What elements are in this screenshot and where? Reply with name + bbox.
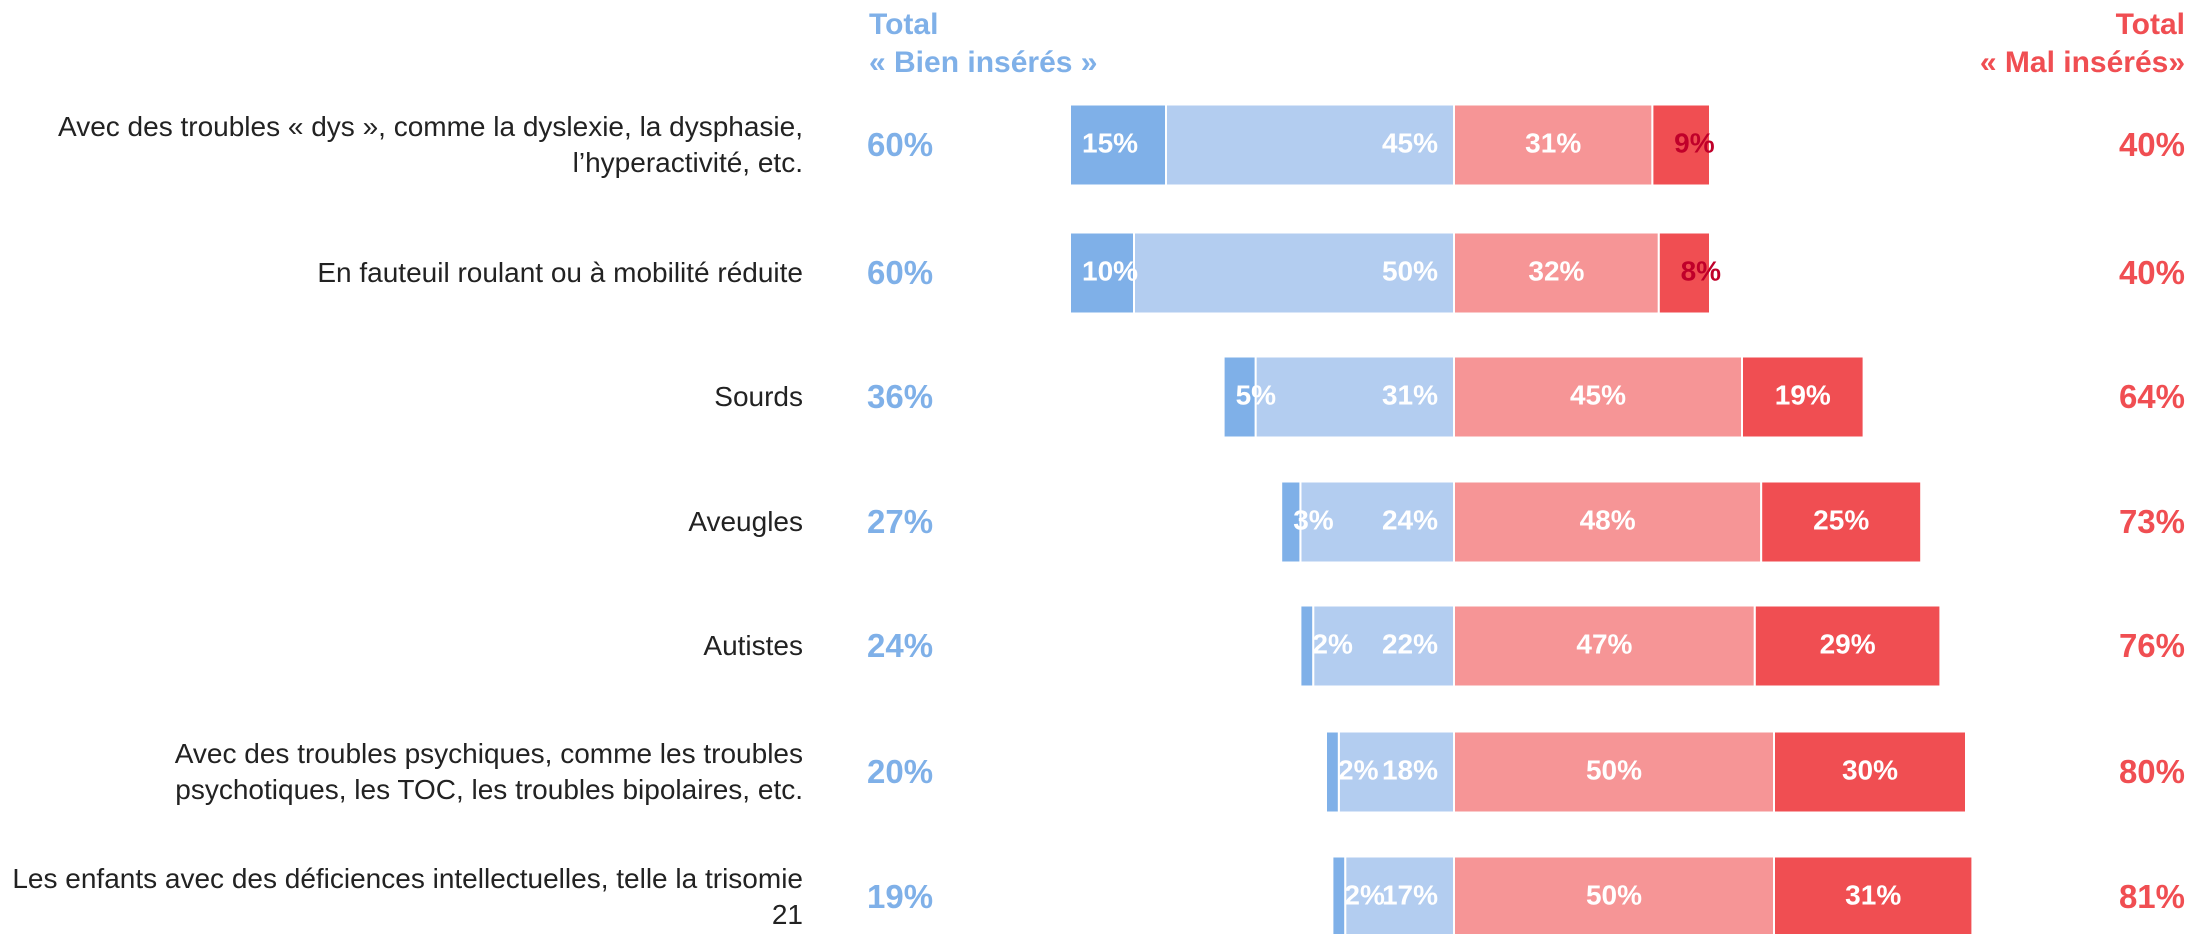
bar-segment xyxy=(1453,604,1756,688)
category-label: Les enfants avec des déficiences intelle… xyxy=(12,863,803,930)
value-label: 45% xyxy=(1570,379,1626,410)
category-label: Avec des troubles psychiques, comme les … xyxy=(174,738,803,805)
total-value: 80% xyxy=(2118,753,2185,790)
value-label: 45% xyxy=(1382,127,1438,158)
value-label: 24% xyxy=(1382,504,1438,535)
bar-segment xyxy=(1280,480,1302,564)
bar-segment xyxy=(1069,103,1167,187)
value-label: 29% xyxy=(1820,628,1876,659)
value-label: 25% xyxy=(1813,504,1869,535)
value-label: 31% xyxy=(1525,127,1581,158)
value-label: 5% xyxy=(1236,379,1277,410)
bar-segment xyxy=(1773,730,1967,814)
value-label: 50% xyxy=(1586,754,1642,785)
header-line: Total xyxy=(2115,8,2185,41)
category-label: Aveugles xyxy=(688,506,803,537)
bar-segment xyxy=(1222,355,1257,439)
total-value: 36% xyxy=(867,378,934,415)
bar-segment xyxy=(1760,480,1923,564)
total-header: Total « Mal insérés» xyxy=(1980,6,2185,82)
bar-segment xyxy=(1651,103,1712,187)
header-line: « Mal insérés» xyxy=(1979,46,2185,79)
value-label: 9% xyxy=(1674,127,1715,158)
bar-segment xyxy=(1299,480,1456,564)
bar-segment xyxy=(1165,103,1455,187)
category-label: En fauteuil roulant ou à mobilité réduit… xyxy=(317,257,803,288)
value-label: 50% xyxy=(1586,879,1642,910)
value-label: 50% xyxy=(1382,255,1438,286)
bar-segment xyxy=(1753,604,1942,688)
total-value: 40% xyxy=(2118,126,2185,163)
category-label: Avec des troubles « dys », comme la dysl… xyxy=(58,111,803,178)
value-label: 17% xyxy=(1382,879,1438,910)
bar-segment xyxy=(1453,855,1775,934)
bar-segment xyxy=(1069,231,1135,315)
bar-segment xyxy=(1657,231,1712,315)
bar-segment xyxy=(1453,730,1775,814)
total-value: 19% xyxy=(867,878,934,915)
bar-segment xyxy=(1773,855,1974,934)
total-value: 20% xyxy=(867,753,934,790)
total-value: 60% xyxy=(867,126,934,163)
value-label: 8% xyxy=(1681,255,1722,286)
bar-segment xyxy=(1741,355,1865,439)
value-label: 15% xyxy=(1082,127,1138,158)
value-label: 48% xyxy=(1580,504,1636,535)
value-label: 10% xyxy=(1082,255,1138,286)
value-label: 19% xyxy=(1775,379,1831,410)
total-value: 81% xyxy=(2118,878,2185,915)
bar-segment xyxy=(1133,231,1455,315)
value-label: 18% xyxy=(1382,754,1438,785)
bar-segment xyxy=(1453,480,1763,564)
value-label: 30% xyxy=(1842,754,1898,785)
bar-segment xyxy=(1331,855,1347,934)
header-line: « Bien insérés » xyxy=(869,46,1098,79)
bar-segment xyxy=(1325,730,1340,814)
total-header: Total « Bien insérés » xyxy=(869,6,1097,82)
value-label: 22% xyxy=(1382,628,1438,659)
total-value: 64% xyxy=(2118,378,2185,415)
value-label: 32% xyxy=(1528,255,1584,286)
value-label: 2% xyxy=(1338,754,1379,785)
value-label: 31% xyxy=(1382,379,1438,410)
total-value: 73% xyxy=(2118,503,2185,540)
value-label: 47% xyxy=(1576,628,1632,659)
total-value: 60% xyxy=(867,254,934,291)
value-label: 2% xyxy=(1312,628,1353,659)
category-label: Sourds xyxy=(714,381,803,412)
total-value: 40% xyxy=(2118,254,2185,291)
category-label: Autistes xyxy=(703,630,803,661)
total-value: 27% xyxy=(867,503,934,540)
value-label: 31% xyxy=(1845,879,1901,910)
header-line: Total xyxy=(869,8,939,41)
total-value: 76% xyxy=(2118,627,2185,664)
value-label: 2% xyxy=(1344,879,1385,910)
bar-segment xyxy=(1254,355,1455,439)
value-label: 3% xyxy=(1293,504,1334,535)
total-value: 24% xyxy=(867,627,934,664)
bar-segment xyxy=(1299,604,1315,688)
